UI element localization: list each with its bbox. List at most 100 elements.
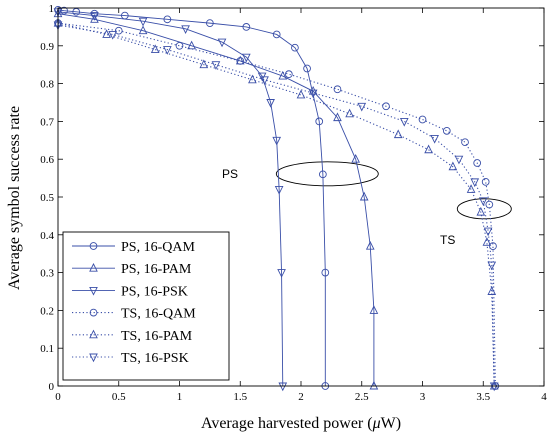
data-point [369, 305, 379, 314]
data-point [487, 286, 497, 295]
data-point [266, 99, 275, 108]
data-point [138, 25, 148, 35]
data-point [466, 184, 476, 193]
data-point [483, 227, 493, 237]
data-point [481, 178, 490, 186]
data-point [487, 261, 497, 271]
data-point [365, 240, 375, 250]
data-point [345, 108, 354, 118]
data-point [291, 43, 299, 52]
x-axis-title-text: Average harvested power ( [201, 415, 373, 432]
legend-entry: PS, 16-QAM [72, 240, 195, 255]
data-point [277, 269, 286, 278]
data-point [485, 200, 494, 209]
y-tick-label: 0.5 [40, 192, 54, 204]
series-6 [53, 21, 499, 392]
legend-entry: TS, 16-PAM [72, 329, 193, 344]
legend-label: TS, 16-PAM [121, 329, 193, 344]
y-tick-label: 0.7 [40, 116, 54, 128]
data-point [418, 115, 427, 124]
data-point [448, 161, 458, 171]
x-tick-label: 4 [541, 391, 547, 403]
data-point [319, 170, 327, 179]
data-point [242, 23, 251, 31]
data-point [138, 17, 148, 27]
legend-label: PS, 16-PAM [121, 262, 192, 277]
y-tick-label: 0.2 [40, 305, 54, 317]
annotations: PS TS [222, 161, 512, 247]
series-line [57, 22, 496, 387]
series-line [57, 11, 284, 387]
legend-label: TS, 16-QAM [121, 307, 196, 322]
data-point [163, 46, 172, 55]
y-tick-label: 0.9 [40, 41, 54, 53]
data-point [359, 191, 369, 201]
x-tick-label: 2.5 [355, 391, 369, 403]
data-point [399, 117, 409, 127]
x-tick-label: 3.5 [476, 391, 490, 403]
x-tick-label: 1 [177, 391, 183, 403]
series-layer [53, 6, 500, 392]
data-point [296, 89, 306, 99]
x-axis-title-mu: μ [372, 415, 381, 432]
y-tick-label: 0.3 [40, 268, 54, 280]
data-point [369, 380, 379, 390]
series-5 [53, 17, 499, 390]
data-point [470, 178, 480, 188]
legend: PS, 16-QAM PS, 16-PAM PS, 16-PSK TS, 16-QAM… [62, 231, 230, 381]
data-point [482, 237, 492, 246]
y-tick-label: 0.6 [40, 154, 54, 166]
data-point [351, 153, 361, 163]
data-point [442, 127, 451, 135]
series-line [57, 13, 375, 386]
data-point [199, 59, 209, 69]
y-tick-label: 0.8 [40, 79, 54, 91]
data-point [278, 70, 288, 80]
data-point [357, 102, 367, 112]
data-point [272, 30, 281, 39]
data-point [248, 74, 257, 84]
data-point [236, 57, 245, 65]
y-tick-label: 0 [49, 381, 55, 393]
x-tick-label: 0.5 [112, 391, 126, 403]
data-point [473, 159, 482, 167]
series-2 [53, 8, 379, 390]
data-point [217, 38, 227, 48]
data-point [114, 26, 123, 35]
data-point [278, 382, 288, 392]
data-point [461, 138, 469, 147]
data-point [187, 40, 196, 50]
y-axis-title: Average symbol success rate [6, 106, 23, 290]
data-point [175, 41, 184, 50]
x-tick-label: 1.5 [233, 391, 247, 403]
legend-label: PS, 16-QAM [121, 240, 195, 255]
data-point [241, 53, 251, 63]
y-tick-label: 1 [49, 3, 55, 15]
legend-marker [89, 242, 98, 250]
data-point [90, 14, 99, 23]
legend-entry: TS, 16-PSK [72, 351, 189, 366]
legend-entry: PS, 16-PSK [72, 284, 188, 299]
data-point [489, 380, 499, 390]
data-point [272, 136, 282, 146]
legend-marker [89, 353, 98, 363]
data-point [90, 12, 99, 21]
data-point [308, 89, 318, 99]
data-point [382, 102, 390, 111]
data-point [150, 44, 160, 54]
y-tick-label: 0.4 [40, 230, 54, 242]
legend-marker [89, 329, 98, 339]
data-point [211, 61, 221, 70]
legend-entry: PS, 16-PAM [72, 262, 192, 277]
data-point [274, 185, 284, 195]
series-3 [53, 8, 288, 392]
y-tick-label: 0.1 [40, 343, 54, 355]
data-point [206, 19, 214, 27]
ts-annotation-label: TS [440, 233, 455, 247]
x-tick-label: 2 [298, 391, 304, 403]
ps-ellipse [275, 161, 379, 187]
data-point [108, 31, 118, 40]
data-point [181, 25, 190, 34]
data-point [476, 206, 486, 216]
